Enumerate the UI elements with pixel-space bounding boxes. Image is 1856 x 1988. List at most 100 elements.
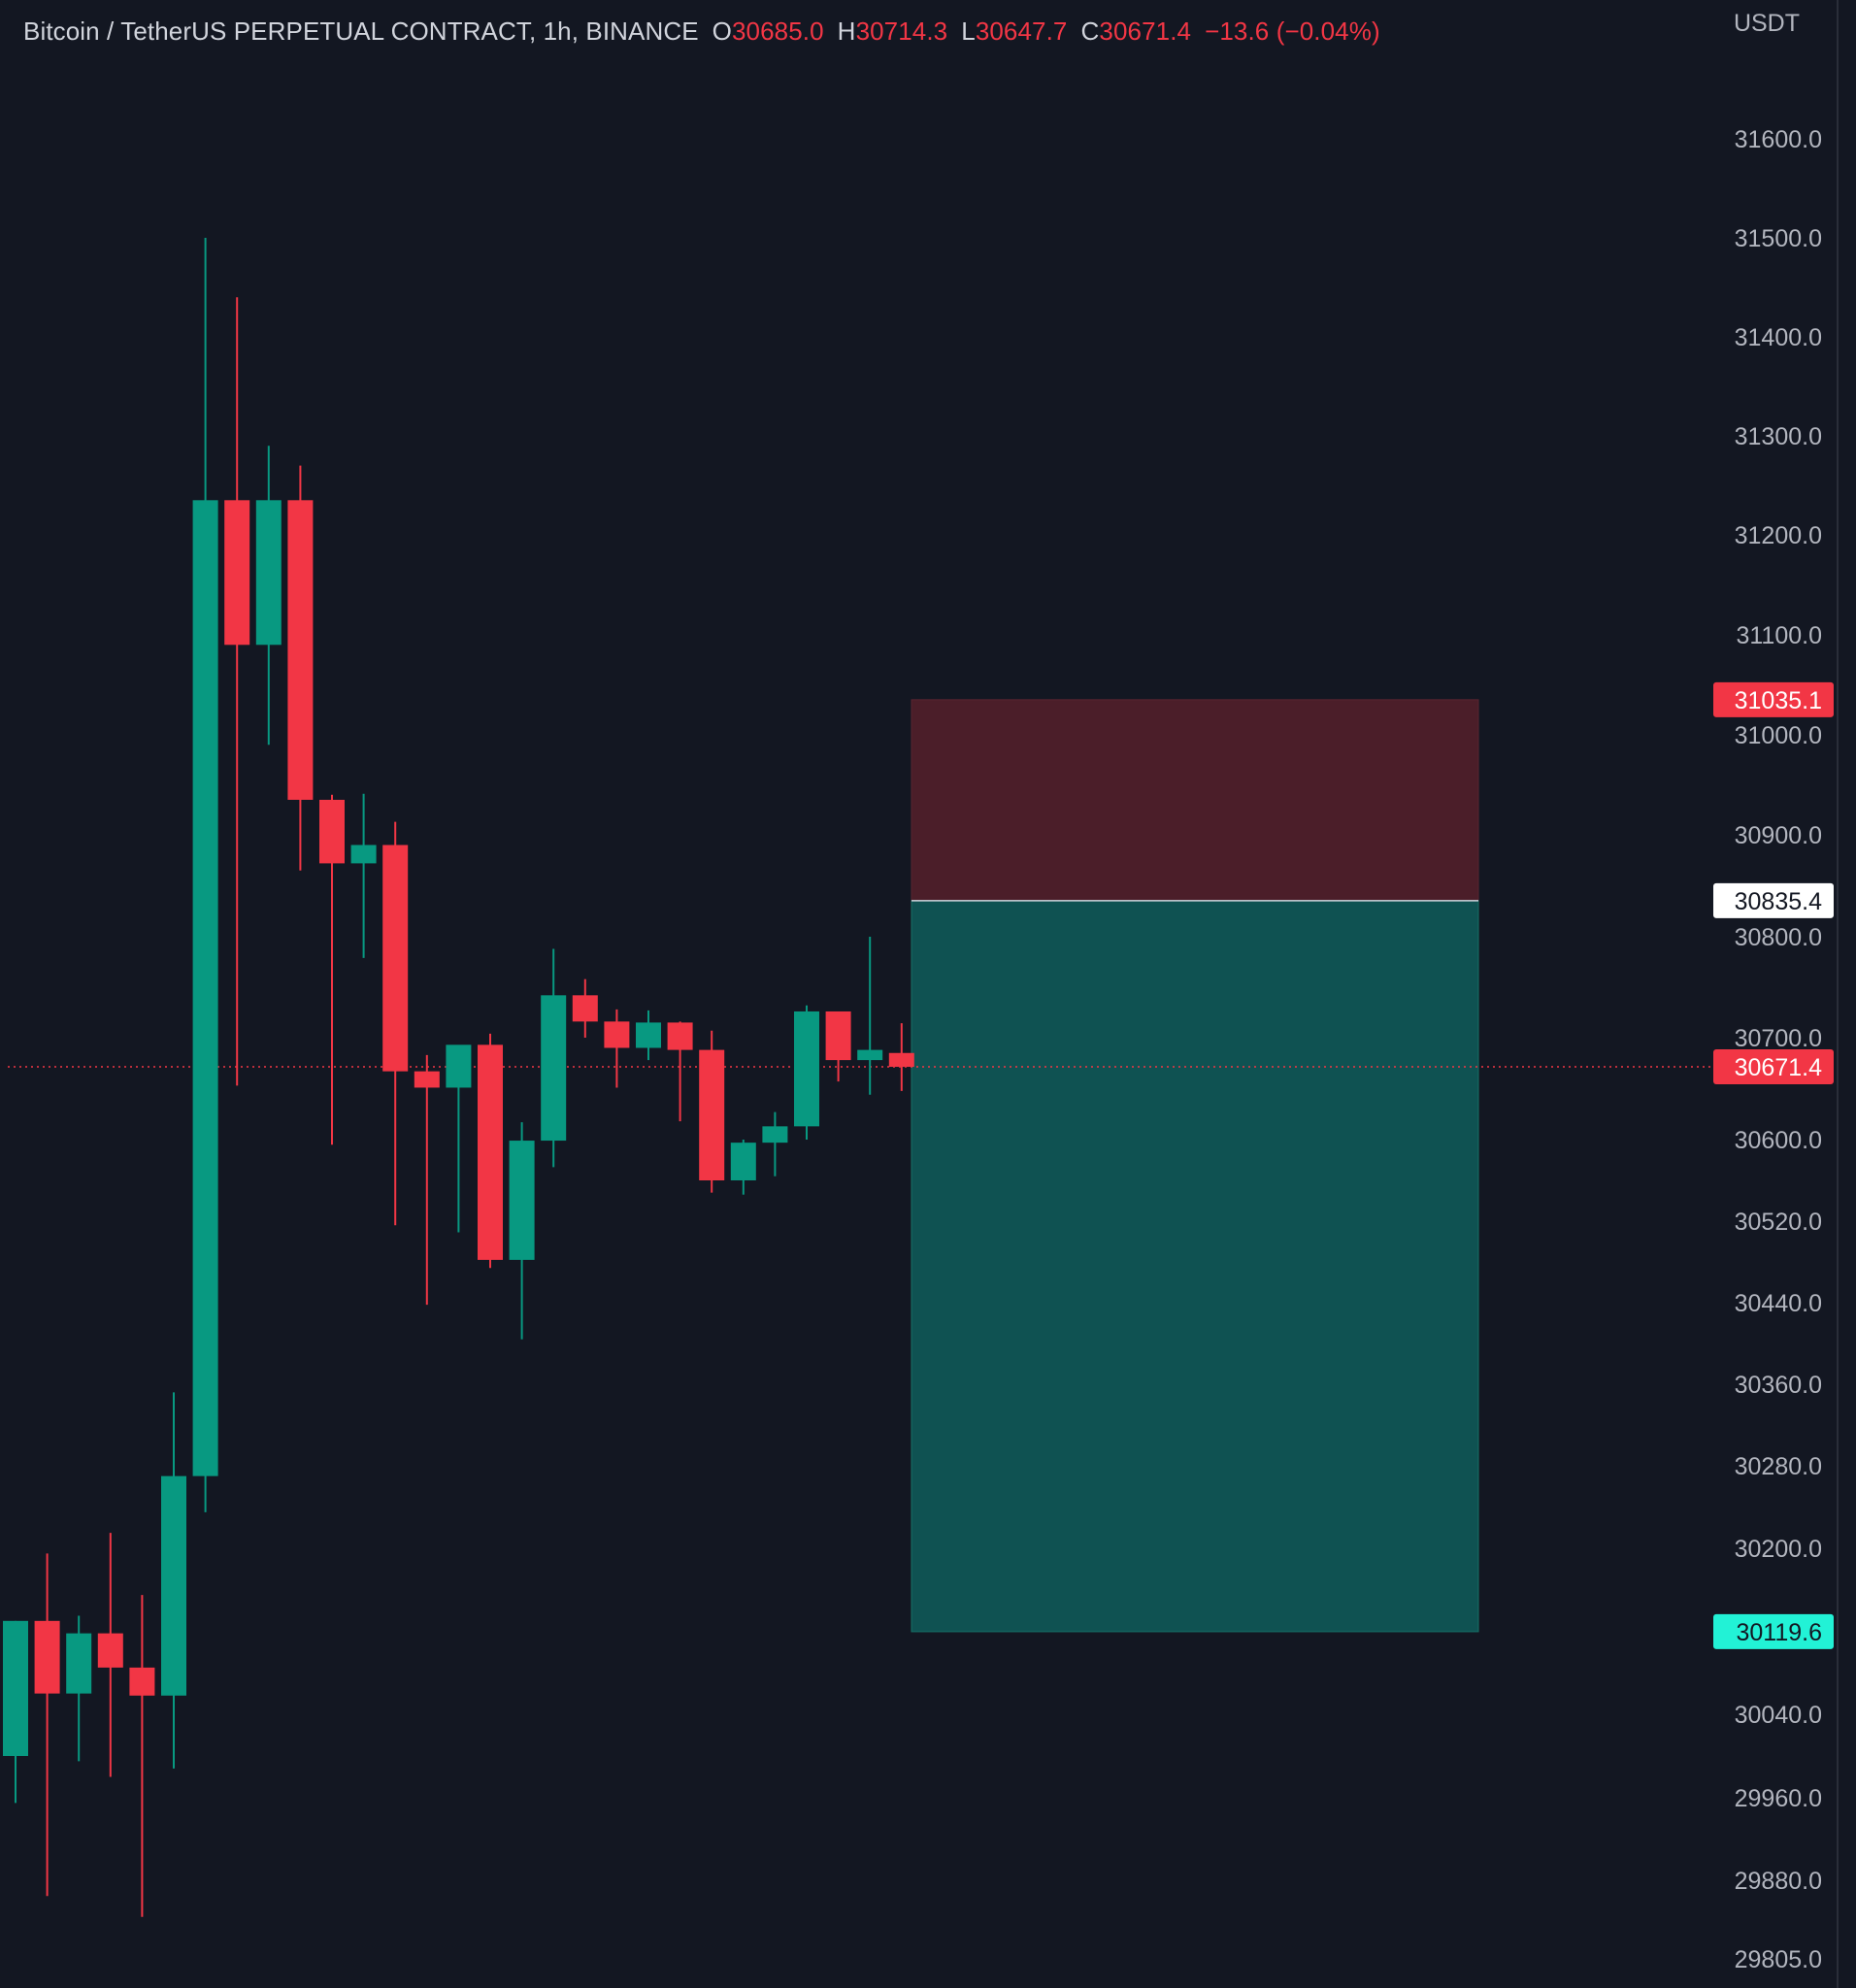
candle-body [730, 1143, 756, 1180]
price-axis-tick: 31200.0 [1735, 522, 1822, 549]
candle-body [192, 500, 218, 1476]
candle [572, 978, 598, 1038]
candle [541, 948, 567, 1168]
symbol-title[interactable]: Bitcoin / TetherUS PERPETUAL CONTRACT, 1… [23, 16, 699, 46]
price-axis-tick: 31400.0 [1735, 324, 1822, 351]
take-profit-zone [911, 900, 1479, 1633]
price-axis-tick: 30280.0 [1735, 1453, 1822, 1480]
candle-body [667, 1022, 693, 1050]
candle-body [34, 1620, 60, 1694]
chart-legend: Bitcoin / TetherUS PERPETUAL CONTRACT, 1… [23, 14, 1380, 49]
candle-body [541, 995, 567, 1142]
price-axis-tick: 29960.0 [1735, 1785, 1822, 1812]
candle [350, 793, 377, 958]
price-axis-tick: 29880.0 [1735, 1868, 1822, 1895]
price-axis-tick: 30360.0 [1735, 1372, 1822, 1399]
candle [762, 1111, 788, 1176]
price-axis-tick: 31500.0 [1735, 225, 1822, 252]
price-axis-tick: 30040.0 [1735, 1702, 1822, 1729]
candle [224, 297, 250, 1086]
price-axis-tick: 30440.0 [1735, 1290, 1822, 1317]
candle-body [572, 995, 598, 1022]
candle [319, 794, 345, 1145]
high-value: 30714.3 [855, 16, 948, 46]
candle [446, 1044, 472, 1233]
candle [3, 1620, 28, 1804]
candle-body [161, 1475, 186, 1696]
stop-price-badge-text: 31035.1 [1735, 687, 1822, 714]
candle [192, 238, 218, 1512]
stop-loss-zone [911, 699, 1479, 902]
low-label: L [961, 16, 976, 46]
candle [414, 1054, 440, 1306]
price-axis-tick: 30900.0 [1735, 822, 1822, 849]
candle [509, 1122, 535, 1340]
candle [857, 937, 883, 1095]
last-price-badge: 30671.4 [1713, 1049, 1834, 1085]
candle-body [224, 500, 250, 646]
price-axis-tick: 31100.0 [1736, 622, 1822, 649]
price-axis-tick: 31000.0 [1735, 722, 1822, 749]
candle-body [794, 1011, 819, 1127]
candle [636, 1010, 661, 1061]
entry-price-badge-text: 30835.4 [1735, 888, 1822, 915]
candle-body [350, 845, 377, 864]
close-label: C [1080, 16, 1100, 46]
candle [825, 1011, 851, 1082]
candle [730, 1140, 756, 1195]
open-value: 30685.0 [731, 16, 824, 46]
price-axis-tick: 30600.0 [1735, 1127, 1822, 1154]
currency-label[interactable]: USDT [1733, 10, 1800, 37]
candle [66, 1615, 92, 1762]
last-price-badge-bg [1713, 1049, 1834, 1085]
price-axis-tick: 31300.0 [1735, 423, 1822, 450]
candle-body [825, 1011, 851, 1061]
candle-body [857, 1049, 883, 1061]
entry-price-badge: 30835.4 [1713, 882, 1834, 918]
candle [161, 1392, 186, 1769]
last-price-badge-text: 30671.4 [1735, 1054, 1822, 1081]
candle-body [319, 799, 345, 864]
candle-body [762, 1126, 788, 1143]
candle-body [66, 1633, 92, 1694]
target-price-badge-bg [1713, 1613, 1834, 1649]
candle [97, 1533, 123, 1777]
candle-body [888, 1052, 914, 1068]
price-axis-tick: 30200.0 [1735, 1536, 1822, 1563]
candle [34, 1553, 60, 1897]
candle [794, 1005, 819, 1140]
price-axis-tick: 30700.0 [1735, 1025, 1822, 1052]
candle [604, 1009, 630, 1088]
open-label: O [712, 16, 732, 46]
candle-body [382, 845, 409, 1072]
target-price-badge: 30119.6 [1713, 1613, 1834, 1649]
candle-body [129, 1667, 155, 1696]
candle-body [478, 1044, 503, 1260]
candle-body [414, 1071, 440, 1088]
target-price-badge-text: 30119.6 [1736, 1619, 1822, 1646]
candle-body [636, 1022, 661, 1048]
candle-body [287, 500, 314, 800]
candle [287, 465, 314, 871]
candle [382, 821, 409, 1226]
high-label: H [837, 16, 856, 46]
candle-body [699, 1049, 725, 1180]
candle-body [3, 1620, 28, 1756]
change-value: −13.6 (−0.04%) [1205, 16, 1380, 46]
stop-price-badge-bg [1713, 681, 1834, 717]
candle-body [509, 1141, 535, 1260]
candle [129, 1595, 155, 1917]
candle-body [97, 1633, 123, 1668]
candle [699, 1030, 725, 1193]
candle [478, 1033, 503, 1269]
close-value: 30671.4 [1099, 16, 1192, 46]
price-axis-tick: 31600.0 [1735, 126, 1822, 153]
candle-body [604, 1021, 630, 1048]
candle [888, 1023, 914, 1091]
candle [667, 1021, 693, 1122]
price-axis-tick: 29805.0 [1735, 1946, 1822, 1973]
entry-price-badge-bg [1713, 882, 1834, 918]
price-axis-tick: 30520.0 [1735, 1209, 1822, 1236]
